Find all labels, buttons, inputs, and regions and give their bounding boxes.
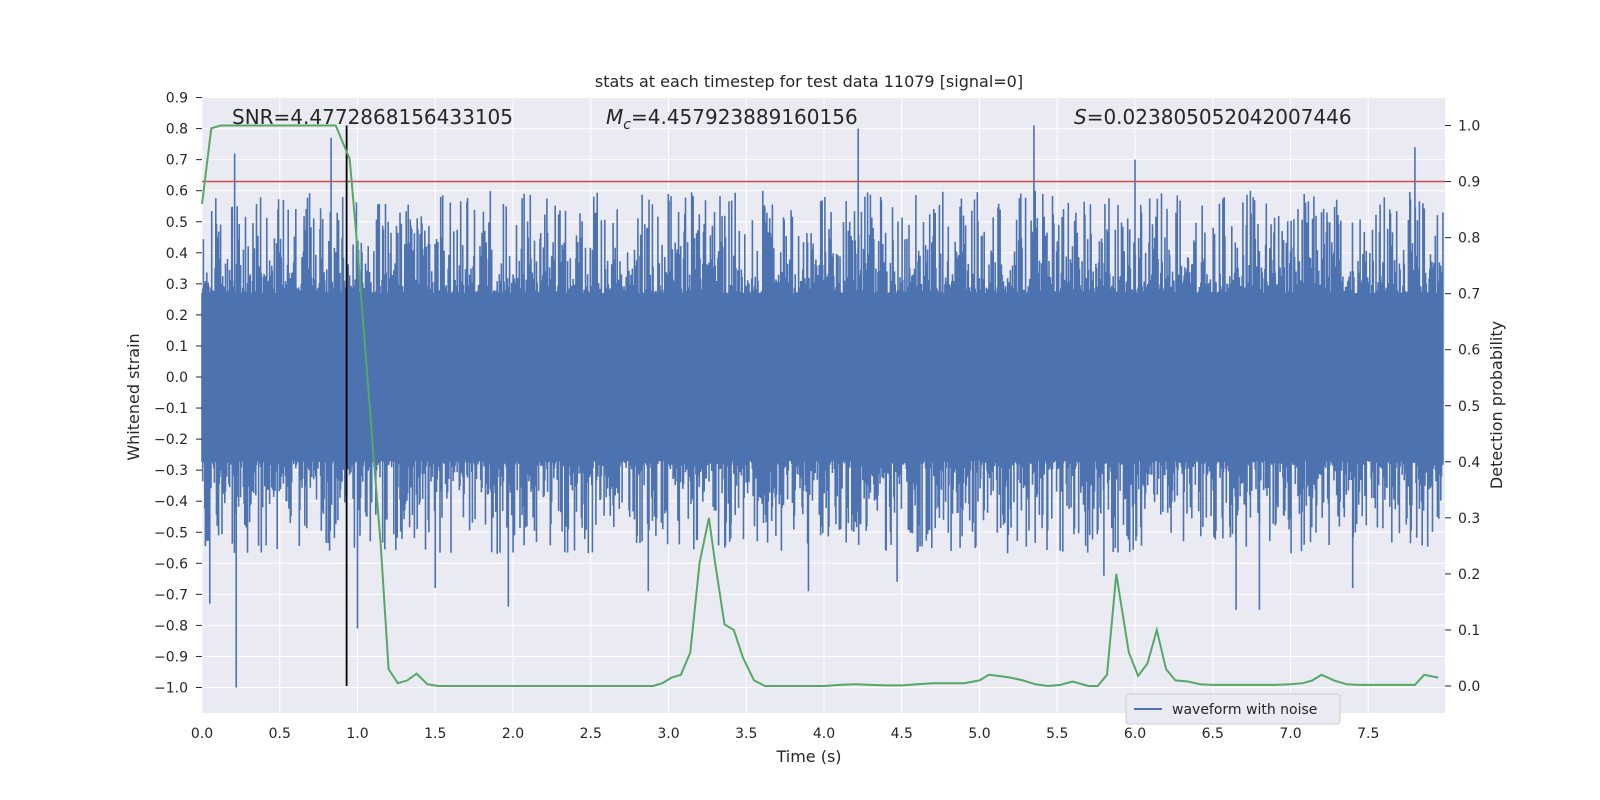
x-tick-label: 5.0 — [968, 726, 990, 742]
y-tick-label: 0.1 — [166, 339, 188, 355]
noise-spikes — [208, 125, 1416, 688]
mc-subscript: c — [623, 117, 631, 133]
y-tick-label: 0.0 — [166, 370, 188, 386]
y2-tick-label: 0.8 — [1458, 231, 1480, 247]
noise-waveform-core — [202, 293, 1443, 461]
mc-value: =4.457923889160156 — [631, 105, 858, 129]
legend-label: waveform with noise — [1172, 702, 1317, 718]
y-tick-label: 0.7 — [166, 153, 188, 169]
y2-tick-label: 0.3 — [1458, 511, 1480, 527]
x-tick-label: 5.5 — [1046, 726, 1068, 742]
y-tick-label: 0.9 — [166, 91, 188, 107]
y-tick-label: −0.1 — [154, 401, 188, 417]
legend-box — [1125, 693, 1341, 725]
x-tick-label: 6.0 — [1124, 726, 1146, 742]
x-tick-label: 0.5 — [269, 726, 291, 742]
y2-tick-label: 0.7 — [1458, 287, 1480, 303]
x-tick-label: 0.0 — [191, 726, 213, 742]
x-tick-label: 3.5 — [735, 726, 757, 742]
x-axis-title: Time (s) — [775, 747, 841, 766]
y-tick-label: −0.5 — [154, 525, 188, 541]
y2-tick-label: 0.5 — [1458, 399, 1480, 415]
chart-title: stats at each timestep for test data 110… — [595, 72, 1023, 91]
y-tick-label: 0.4 — [166, 246, 188, 262]
x-tick-label: 4.0 — [813, 726, 835, 742]
y-tick-label: −0.3 — [154, 463, 188, 479]
y2-tick-label: 0.6 — [1458, 343, 1480, 359]
y-tick-label: 0.2 — [166, 308, 188, 324]
x-tick-label: 7.0 — [1279, 726, 1301, 742]
x-tick-label: 2.0 — [502, 726, 524, 742]
s-annotation: S=0.023805052042007446 — [1074, 105, 1352, 129]
detection-probability-line — [201, 124, 1439, 688]
y-tick-label: −0.6 — [154, 556, 188, 572]
x-tick-labels: 0.0 0.5 1.0 1.5 2.0 2.5 3.0 3.5 4.0 4.5 5.0 5.5 6.0 6… — [191, 726, 1380, 742]
x-tick-label: 7.5 — [1357, 726, 1379, 742]
s-value: =0.023805052042007446 — [1087, 105, 1352, 129]
mc-symbol: M — [606, 105, 623, 129]
y-tick-label: −0.4 — [154, 494, 188, 510]
x-tick-label: 2.5 — [580, 726, 602, 742]
y-tick-label: −0.8 — [154, 618, 188, 634]
y2-tick-label: 0.4 — [1458, 455, 1480, 471]
s-symbol: S — [1074, 105, 1087, 129]
legend: waveform with noise — [1125, 693, 1341, 725]
y2-axis-title: Detection probability — [1487, 321, 1506, 489]
y-tick-label: 0.6 — [166, 184, 188, 200]
chirp-mass-annotation: Mc=4.457923889160156 — [606, 105, 858, 133]
y-tick-label: 0.3 — [166, 277, 188, 293]
y2-tick-label: 0.1 — [1458, 623, 1480, 639]
y2-tick-label: 0.9 — [1458, 175, 1480, 191]
y2-tick-label: 1.0 — [1458, 119, 1480, 135]
y2-tick-label: 0.0 — [1458, 679, 1480, 695]
y2-tick-label: 0.2 — [1458, 567, 1480, 583]
y-tick-labels: 0.9 0.8 0.7 0.6 0.5 0.4 0.3 0.2 0.1 0.0 −0.1 −0.2 −0… — [154, 91, 202, 697]
x-tick-label: 1.0 — [346, 726, 368, 742]
y-axis-title: Whitened strain — [124, 333, 143, 460]
y2-tick-labels: 1.0 0.9 0.8 0.7 0.6 0.5 0.4 0.3 0.2 0.1 0.0 — [1445, 119, 1480, 695]
y-tick-label: 0.8 — [166, 122, 188, 138]
y-tick-label: −1.0 — [154, 681, 188, 697]
x-tick-label: 1.5 — [424, 726, 446, 742]
x-tick-label: 3.0 — [657, 726, 679, 742]
snr-annotation: SNR=4.4772868156433105 — [232, 105, 513, 129]
y-tick-label: −0.9 — [154, 649, 188, 665]
y-tick-label: −0.2 — [154, 432, 188, 448]
y-tick-label: 0.5 — [166, 215, 188, 231]
x-tick-label: 6.5 — [1202, 726, 1224, 742]
x-tick-label: 4.5 — [891, 726, 913, 742]
y-tick-label: −0.7 — [154, 587, 188, 603]
